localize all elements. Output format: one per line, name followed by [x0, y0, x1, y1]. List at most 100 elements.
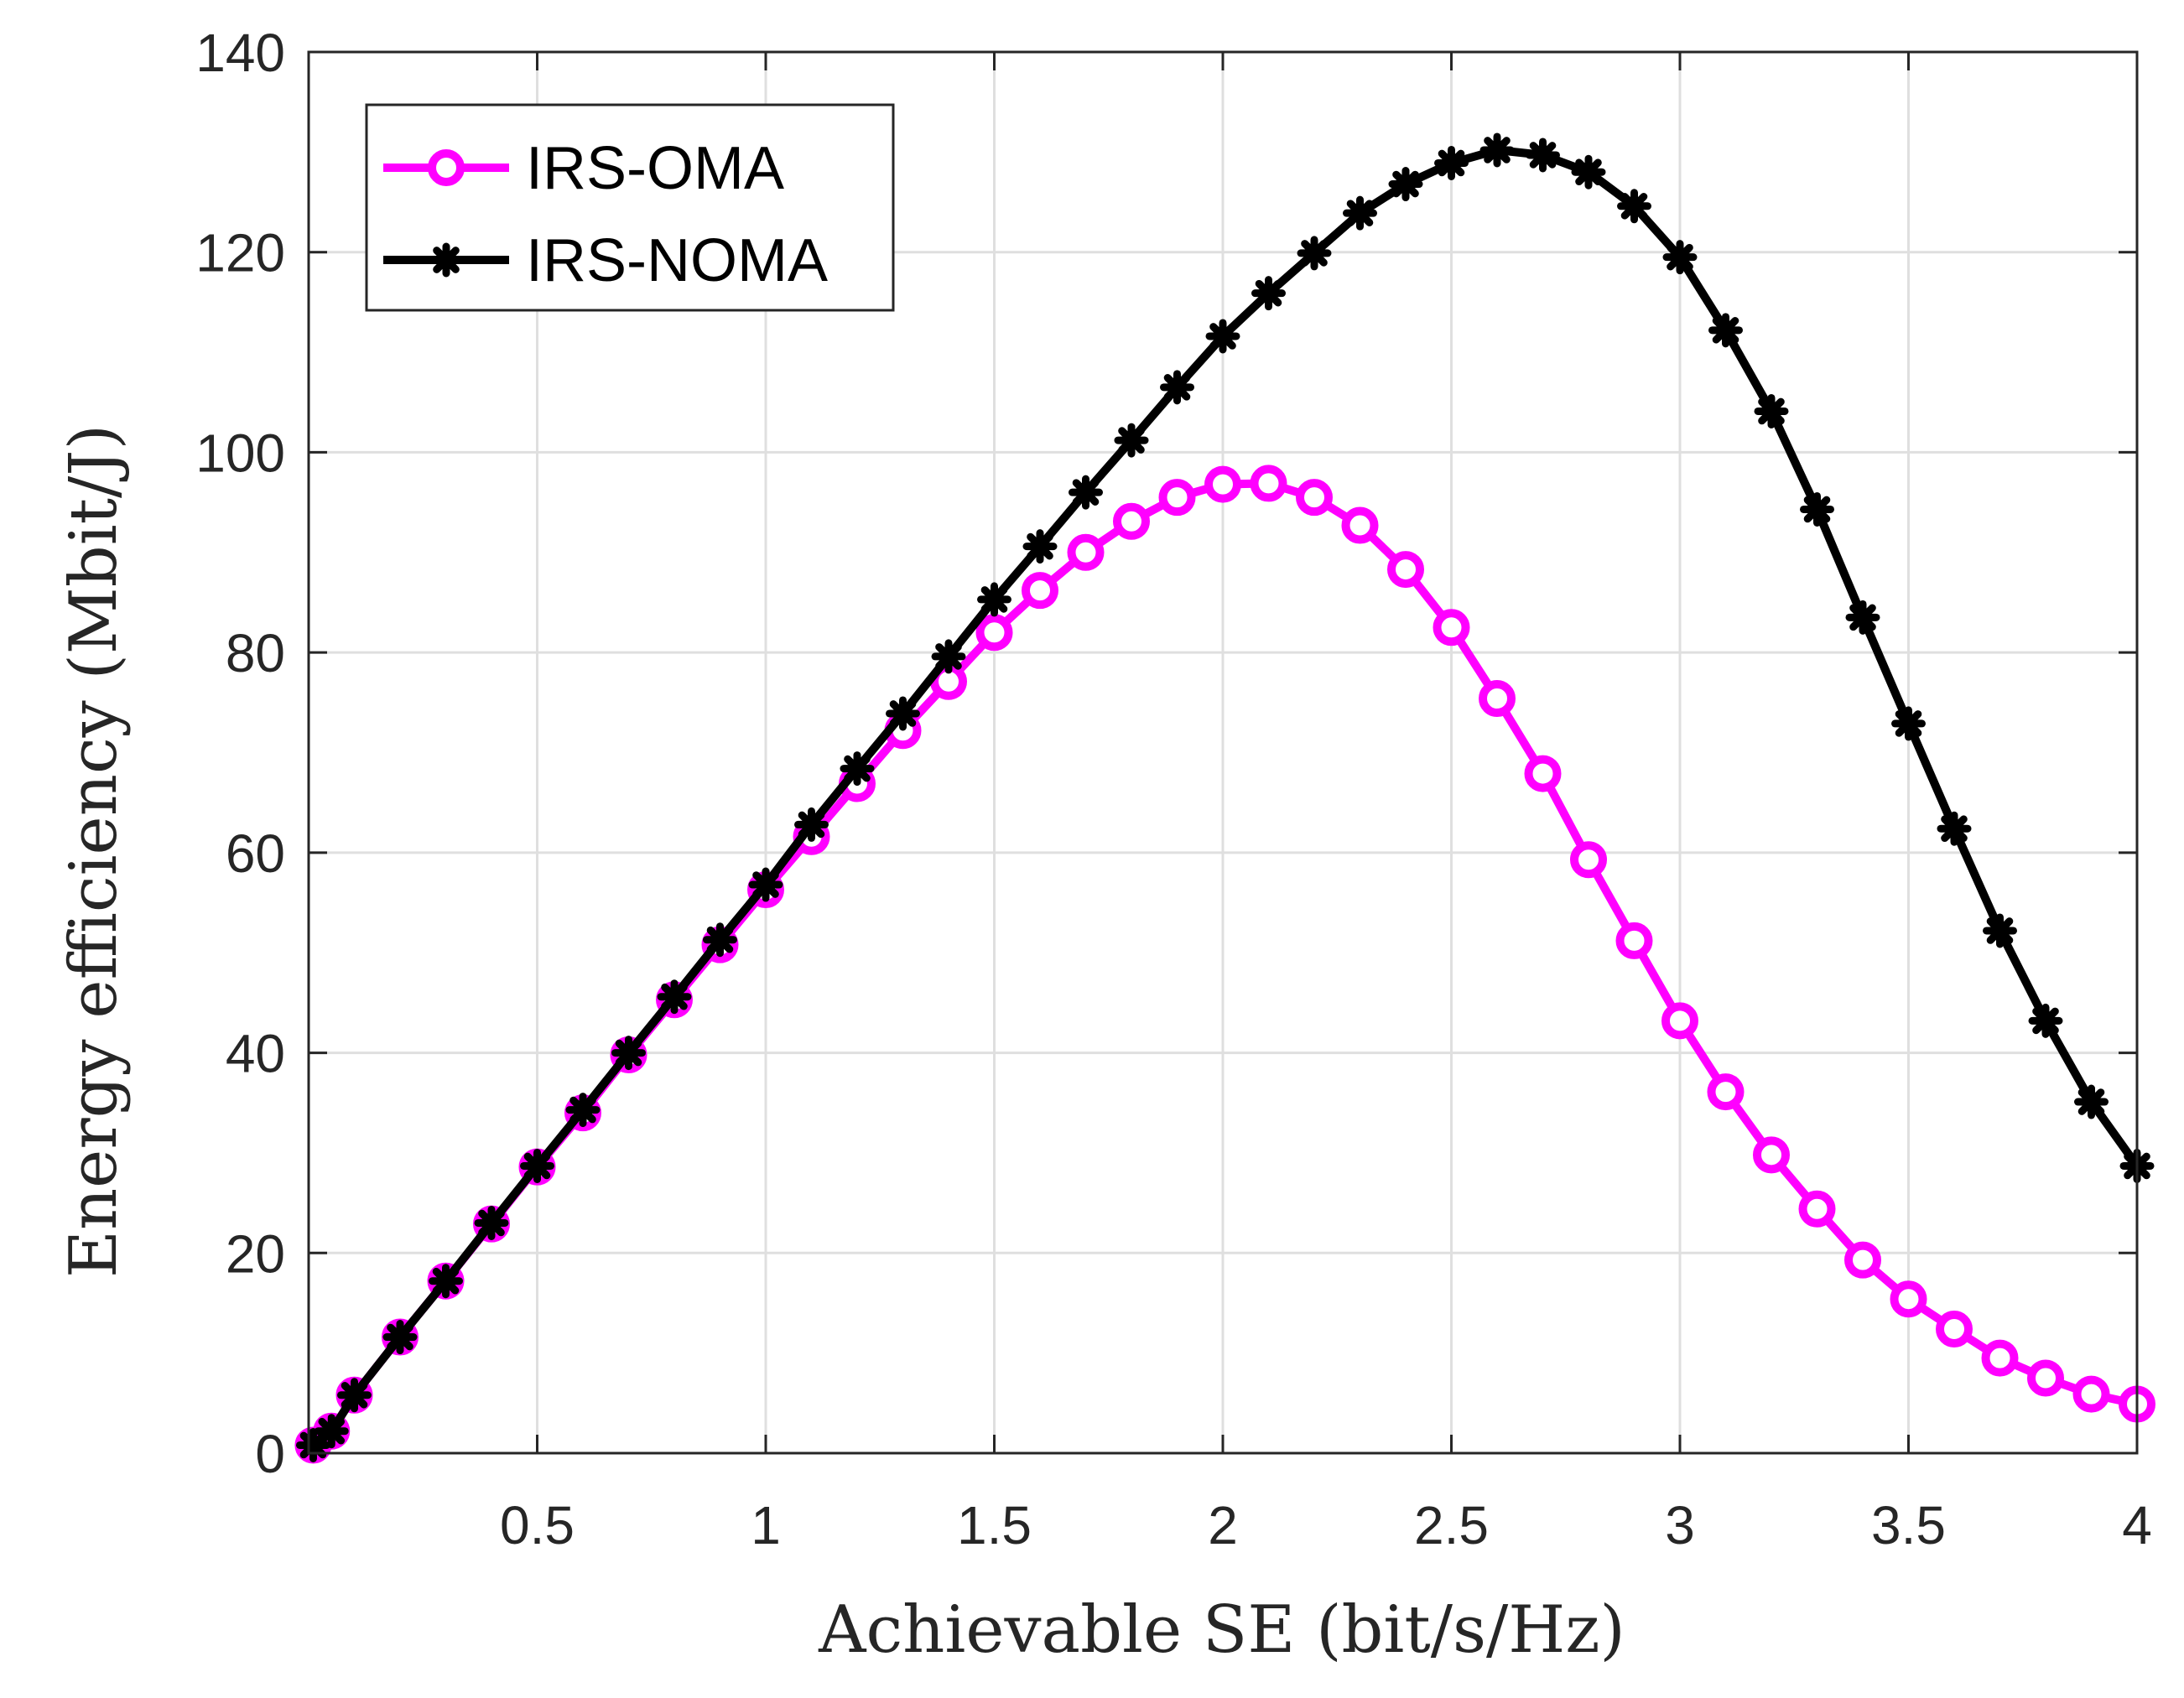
x-tick-label: 2 — [1208, 1495, 1238, 1555]
data-point — [337, 1378, 372, 1413]
data-point — [1204, 465, 1241, 503]
data-point — [382, 1320, 418, 1355]
y-tick-label: 140 — [195, 23, 285, 83]
asterisk-core — [985, 590, 1003, 608]
data-point — [611, 1036, 646, 1071]
data-point — [1617, 189, 1651, 224]
data-point — [1936, 1310, 1973, 1347]
asterisk-core — [1397, 175, 1414, 193]
asterisk-core — [1717, 321, 1734, 339]
data-point — [1708, 313, 1743, 348]
asterisk-core — [438, 252, 455, 268]
data-point — [2074, 1084, 2109, 1119]
data-point — [1981, 1339, 2019, 1377]
x-tick-label: 0.5 — [500, 1495, 575, 1555]
data-point — [840, 751, 875, 787]
asterisk-core — [1260, 284, 1277, 302]
data-point — [931, 639, 966, 674]
data-point — [428, 149, 465, 186]
asterisk-core — [2083, 1093, 2100, 1111]
y-tick-label: 60 — [226, 823, 285, 884]
asterisk-core — [1763, 402, 1780, 420]
data-point — [1845, 600, 1880, 635]
data-point — [1250, 465, 1287, 502]
data-point — [429, 1264, 463, 1299]
asterisk-core — [666, 988, 683, 1005]
data-point — [1341, 506, 1379, 544]
asterisk-core — [1077, 484, 1095, 501]
data-point — [1069, 475, 1103, 510]
data-point — [1800, 491, 1834, 527]
y-tick-label: 20 — [226, 1223, 285, 1284]
asterisk-core — [437, 1272, 455, 1290]
data-point — [1158, 479, 1196, 517]
data-point — [1662, 240, 1698, 275]
y-tick-label: 40 — [226, 1024, 285, 1084]
asterisk-core — [1489, 141, 1505, 158]
x-tick-label: 1 — [751, 1495, 781, 1555]
asterisk-core — [1580, 164, 1597, 181]
data-point — [748, 867, 783, 902]
data-point — [1343, 195, 1377, 231]
data-point — [429, 242, 464, 278]
data-point — [1798, 1190, 1836, 1228]
data-point — [1983, 913, 2017, 948]
data-point — [1570, 841, 1607, 879]
x-axis-title: Achievable SE (bit/s/Hz) — [818, 1592, 1625, 1668]
asterisk-core — [528, 1157, 546, 1175]
grid — [309, 52, 2137, 1453]
legend-item-irs-noma: IRS-NOMA — [383, 227, 828, 294]
legend-label: IRS-NOMA — [526, 227, 828, 294]
data-point — [314, 1414, 349, 1449]
asterisk-core — [1854, 609, 1871, 626]
data-point — [1251, 276, 1286, 311]
data-point — [1754, 393, 1789, 428]
asterisk-core — [894, 704, 912, 722]
y-tick-label: 120 — [195, 223, 285, 283]
asterisk-core — [757, 876, 774, 894]
data-point — [2027, 1359, 2064, 1397]
asterisk-core — [1808, 501, 1826, 518]
legend-item-irs-oma: IRS-OMA — [383, 135, 784, 202]
data-point — [1388, 167, 1423, 202]
asterisk-core — [1534, 146, 1552, 164]
data-point — [1937, 811, 1972, 846]
data-point — [1526, 138, 1560, 173]
y-axis-title: Energy efficiency (Mbit/J) — [56, 424, 132, 1278]
asterisk-core — [1443, 154, 1460, 172]
data-point — [1114, 423, 1149, 458]
y-tick-label: 80 — [226, 623, 285, 683]
asterisk-core — [940, 647, 957, 665]
data-point — [703, 922, 737, 958]
data-point — [975, 614, 1013, 652]
x-tick-label: 4 — [2122, 1495, 2152, 1555]
asterisk-core — [711, 931, 729, 948]
data-point — [520, 1148, 554, 1183]
data-point — [1022, 572, 1058, 610]
asterisk-core — [392, 1328, 408, 1346]
legend-label: IRS-OMA — [526, 135, 784, 202]
x-tick-label: 1.5 — [957, 1495, 1032, 1555]
legend-box — [365, 103, 895, 312]
data-point — [1387, 551, 1424, 589]
data-point — [2072, 1375, 2110, 1413]
x-tick-label: 3.5 — [1871, 1495, 1946, 1555]
data-point — [794, 807, 829, 842]
x-tick-label: 2.5 — [1414, 1495, 1489, 1555]
asterisk-core — [346, 1386, 363, 1404]
series-irs-noma — [295, 132, 2155, 1462]
data-point — [886, 696, 920, 731]
asterisk-core — [803, 816, 820, 833]
data-point — [1297, 236, 1332, 271]
asterisk-core — [620, 1044, 637, 1062]
data-point — [1205, 319, 1240, 354]
x-tick-label: 3 — [1665, 1495, 1695, 1555]
data-point — [1113, 502, 1150, 540]
asterisk-core — [1214, 327, 1231, 345]
data-point — [1479, 132, 1515, 168]
data-point — [1661, 1002, 1698, 1040]
asterisk-core — [1672, 248, 1688, 266]
data-point — [1022, 529, 1058, 564]
y-tick-label: 100 — [195, 423, 285, 483]
